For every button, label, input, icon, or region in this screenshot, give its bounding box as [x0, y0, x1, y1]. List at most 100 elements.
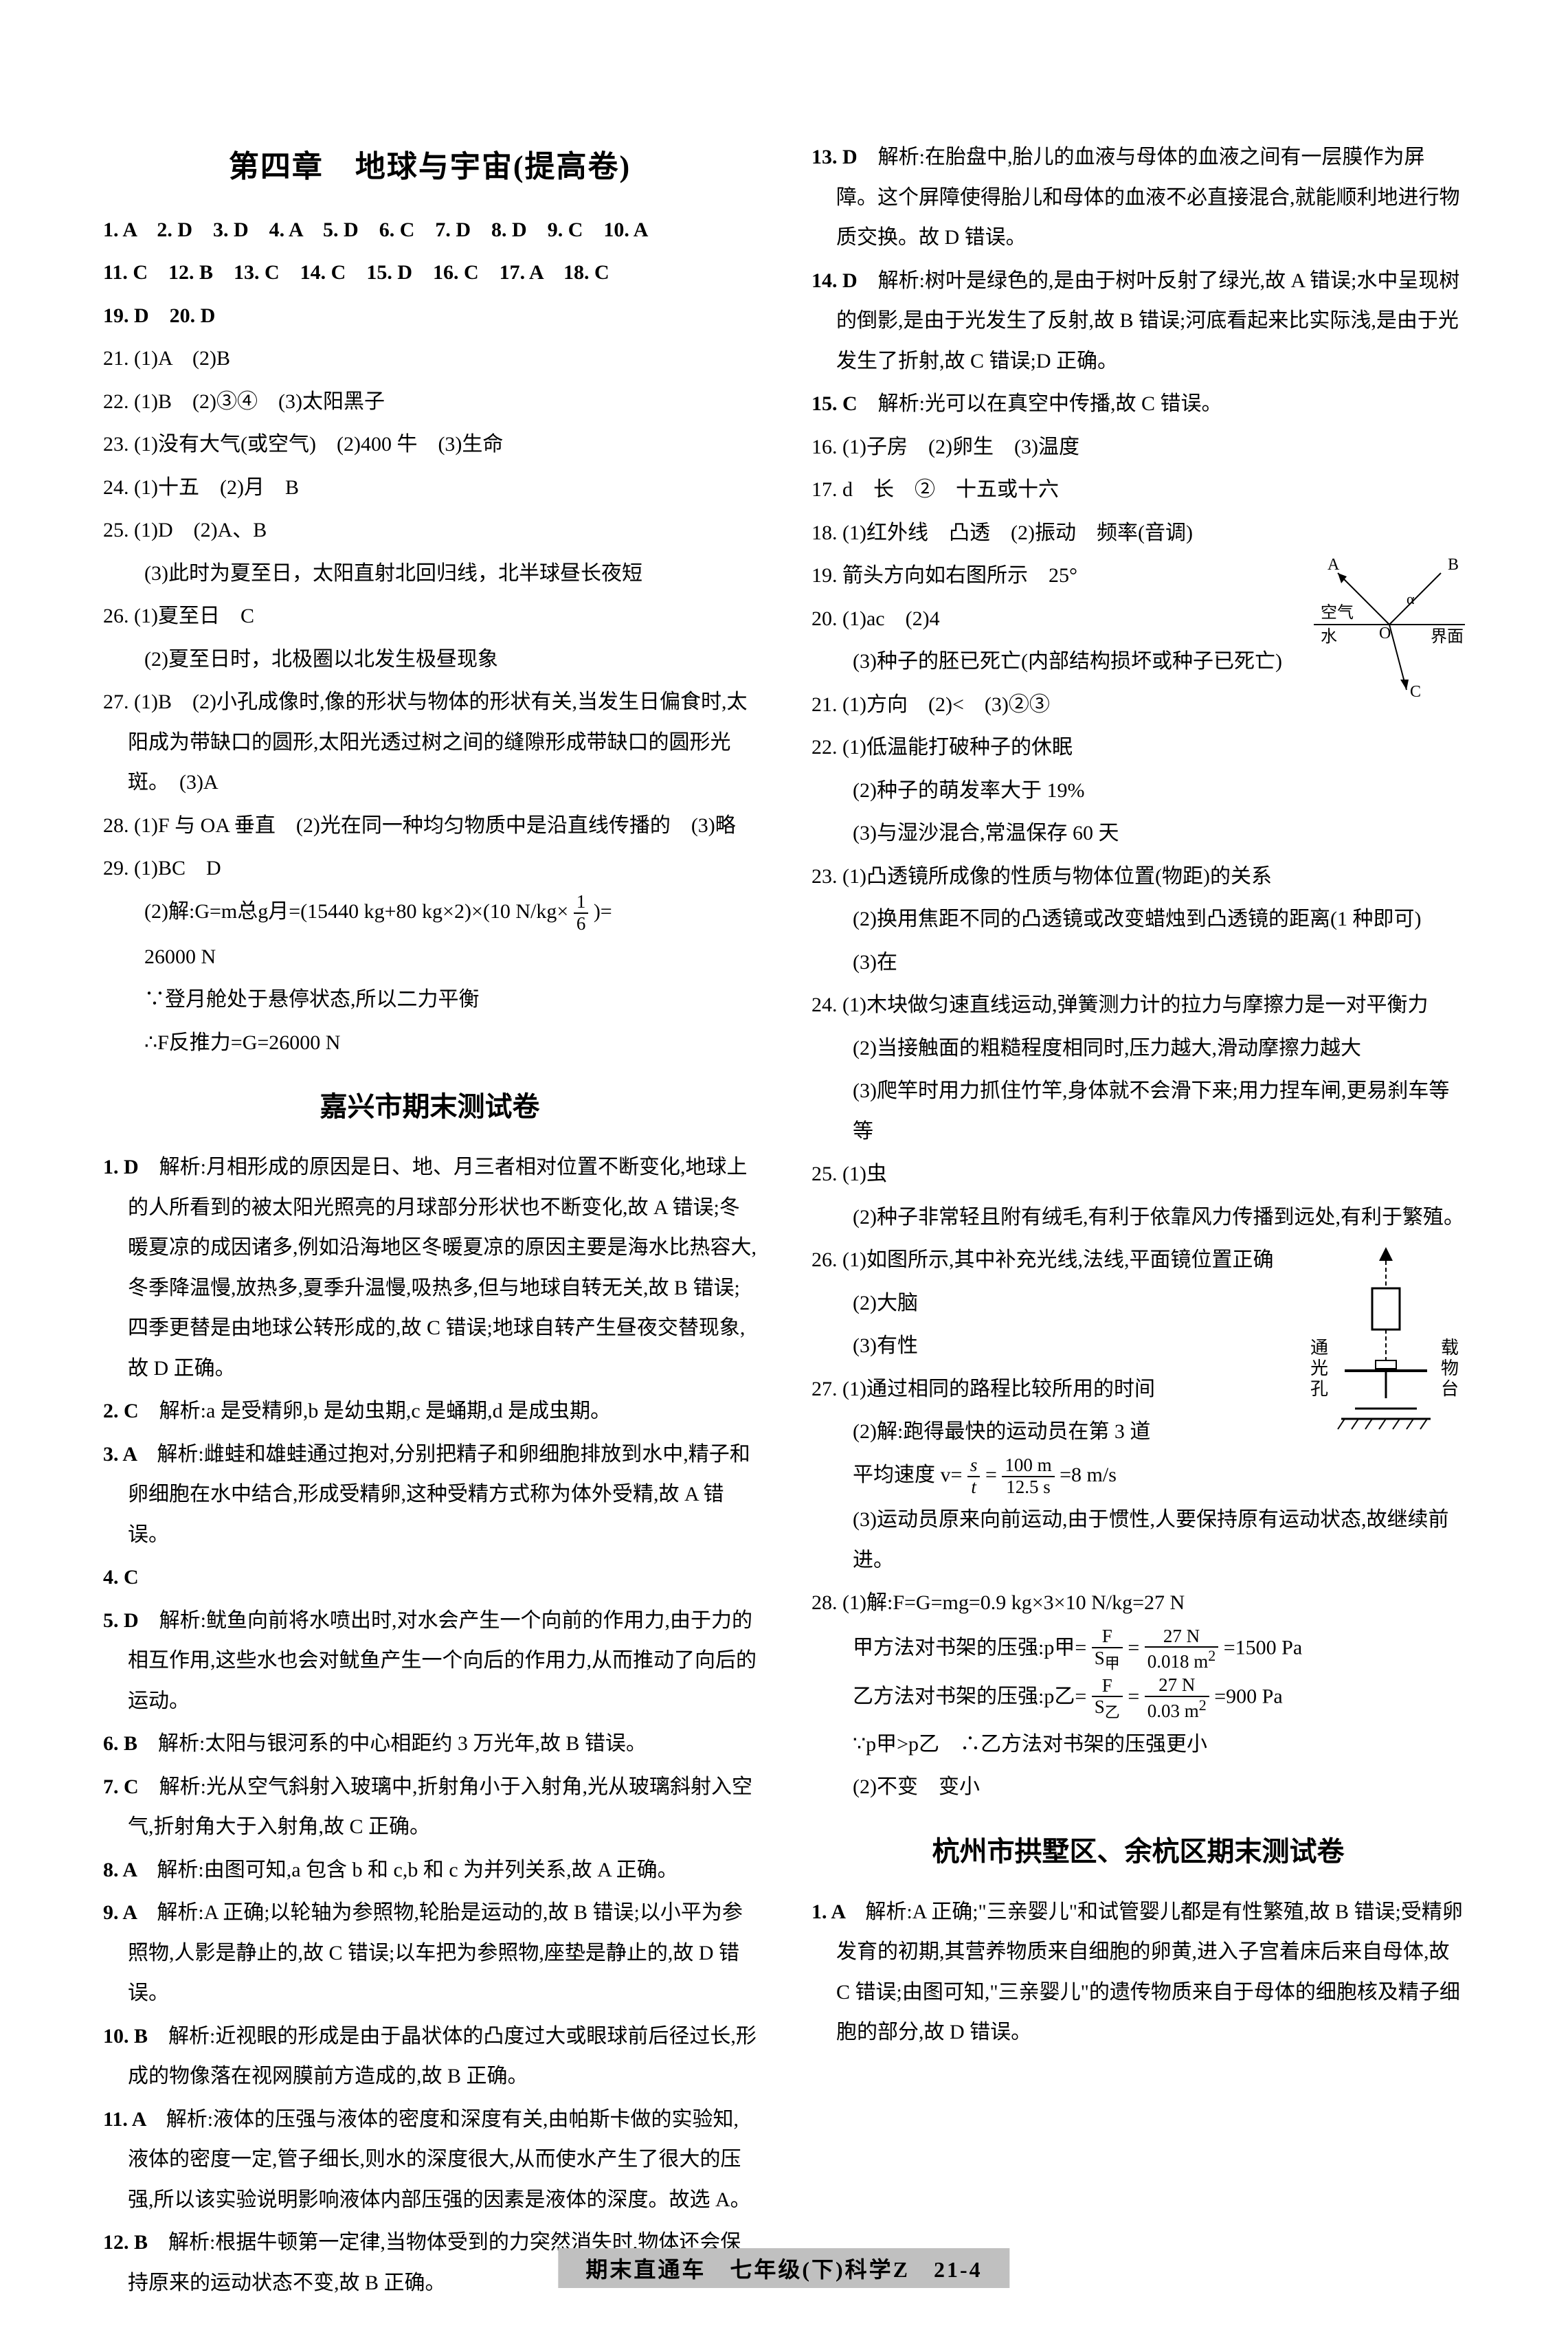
label-zai: 载 — [1441, 1338, 1459, 1358]
explanation-item: 13. D 解析:在胎盘中,胎儿的血液与母体的血液之间有一层膜作为屏障。这个屏障… — [811, 137, 1465, 258]
item-number: 3. A — [103, 1443, 157, 1466]
item-number: 4. C — [103, 1566, 159, 1589]
refraction-diagram: A B C O α 空气 水 界面 — [1314, 556, 1465, 715]
speed-pre: 平均速度 v= — [853, 1464, 962, 1486]
answer-line: 22. (1)低温能打破种子的休眠 — [811, 728, 1465, 768]
q28-text: =1500 Pa — [1224, 1636, 1302, 1659]
item-text: 解析:a 是受精卵,b 是幼虫期,c 是蛹期,d 是成虫期。 — [159, 1400, 611, 1422]
answer-line: 21. (1)A (2)B — [103, 339, 757, 379]
item-number: 15. C — [811, 392, 878, 415]
explanation-item: 3. A 解析:雌蛙和雄蛙通过抱对,分别把精子和卵细胞排放到水中,精子和卵细胞在… — [103, 1435, 757, 1556]
q28-text: 乙方法对书架的压强:p乙= — [853, 1685, 1086, 1708]
item-number: 2. C — [103, 1400, 159, 1422]
item-text: 解析:光可以在真空中传播,故 C 错误。 — [878, 392, 1222, 415]
q29-calc: ∴F反推力=G=26000 N — [103, 1023, 757, 1064]
answer-line: (2)种子非常轻且附有绒毛,有利于依靠风力传播到远处,有利于繁殖。 — [811, 1198, 1465, 1238]
explanation-item: 9. A 解析:A 正确;以轮轴为参照物,轮胎是运动的,故 B 错误;以小平为参… — [103, 1893, 757, 2014]
answer-line: (3)在 — [811, 943, 1465, 983]
q28-text: =900 Pa — [1214, 1685, 1282, 1708]
explanation-item: 15. C 解析:光可以在真空中传播,故 C 错误。 — [811, 384, 1465, 425]
answer-line: 25. (1)D (2)A、B — [103, 511, 757, 551]
answer-line: 25. (1)虫 — [811, 1154, 1465, 1195]
optics-setup-diagram: 通 光 孔 载 物 台 — [1307, 1240, 1465, 1475]
item-text: 解析:光从空气斜射入玻璃中,折射角小于入射角,光从玻璃斜射入空气,折射角大于入射… — [128, 1775, 752, 1839]
left-column: 第四章 地球与宇宙(提高卷) 1. A 2. D 3. D 4. A 5. D … — [103, 137, 757, 2306]
q29-calc: (2)解:G=m总g月=(15440 kg+80 kg×2)×(10 N/kg×… — [103, 892, 757, 934]
item-number: 5. D — [103, 1609, 159, 1632]
answer-line: (2)当接触面的粗糙程度相同时,压力越大,滑动摩擦力越大 — [811, 1029, 1465, 1069]
answer-line: 16. (1)子房 (2)卵生 (3)温度 — [811, 427, 1465, 468]
q29-calc: ∵登月舱处于悬停状态,所以二力平衡 — [103, 980, 757, 1020]
fraction-icon: 100 m12.5 s — [1002, 1455, 1054, 1497]
label-kong: 孔 — [1310, 1379, 1328, 1399]
answer-line: (3)此时为夏至日，太阳直射北回归线，北半球昼长夜短 — [103, 554, 757, 594]
label-b: B — [1448, 556, 1459, 574]
item-number: 8. A — [103, 1859, 157, 1881]
answer-line: (3)运动员原来向前运动,由于惯性,人要保持原有运动状态,故继续前进。 — [811, 1500, 1465, 1580]
fraction-icon: 16 — [574, 892, 589, 934]
label-surface: 界面 — [1431, 628, 1464, 646]
explanation-item: 5. D 解析:鱿鱼向前将水喷出时,对水会产生一个向前的作用力,由于力的相互作用… — [103, 1601, 757, 1722]
jiaxing-title: 嘉兴市期末测试卷 — [103, 1080, 757, 1134]
calc-text: (2)解:G=m总g月=(15440 kg+80 kg×2)×(10 N/kg× — [144, 900, 568, 923]
item-text: 解析:雌蛙和雄蛙通过抱对,分别把精子和卵细胞排放到水中,精子和卵细胞在水中结合,… — [128, 1443, 750, 1546]
item-text: 解析:A 正确;以轮轴为参照物,轮胎是运动的,故 B 错误;以小平为参照物,人影… — [128, 1901, 743, 2004]
label-c: C — [1410, 683, 1421, 700]
answer-line: 24. (1)木块做匀速直线运动,弹簧测力计的拉力与摩擦力是一对平衡力 — [811, 985, 1465, 1026]
label-alpha: α — [1407, 590, 1415, 607]
answer-line: 11. C 12. B 13. C 14. C 15. D 16. C 17. … — [103, 253, 757, 293]
right-column: 13. D 解析:在胎盘中,胎儿的血液与母体的血液之间有一层膜作为屏障。这个屏障… — [811, 137, 1465, 2306]
item-text: 解析:A 正确;"三亲婴儿"和试管婴儿都是有性繁殖,故 B 错误;受精卵发育的初… — [836, 1901, 1463, 2044]
label-water: 水 — [1321, 627, 1337, 646]
item-text: 解析:由图可知,a 包含 b 和 c,b 和 c 为并列关系,故 A 正确。 — [157, 1859, 677, 1881]
speed-val: =8 m/s — [1060, 1464, 1117, 1486]
label-a: A — [1328, 556, 1340, 574]
answer-line: 23. (1)凸透镜所成像的性质与物体位置(物距)的关系 — [811, 857, 1465, 897]
answer-line: (2)夏至日时，北极圈以北发生极昼现象 — [103, 640, 757, 680]
fraction-icon: 27 N0.03 m2 — [1145, 1675, 1209, 1721]
item-number: 7. C — [103, 1775, 159, 1798]
answer-line: (3)与湿沙混合,常温保存 60 天 — [811, 814, 1465, 854]
q28-line: 28. (1)解:F=G=mg=0.9 kg×3×10 N/kg=27 N — [811, 1583, 1465, 1624]
q28-line: (2)不变 变小 — [811, 1767, 1465, 1808]
item-number: 13. D — [811, 146, 878, 168]
label-air: 空气 — [1321, 603, 1354, 622]
answer-line: 1. A 2. D 3. D 4. A 5. D 6. C 7. D 8. D … — [103, 210, 757, 251]
answer-line: 24. (1)十五 (2)月 B — [103, 468, 757, 508]
answer-line: 19. D 20. D — [103, 296, 757, 337]
item-number: 1. D — [103, 1156, 159, 1178]
calc-text: )= — [594, 900, 612, 923]
explanation-item: 1. D 解析:月相形成的原因是日、地、月三者相对位置不断变化,地球上的人所看到… — [103, 1147, 757, 1389]
answer-line: 28. (1)F 与 OA 垂直 (2)光在同一种均匀物质中是沿直线传播的 (3… — [103, 806, 757, 847]
item-number: 9. A — [103, 1901, 157, 1924]
item-text: 解析:液体的压强与液体的密度和深度有关,由帕斯卡做的实验知,液体的密度一定,管子… — [128, 2108, 751, 2211]
answer-line: 17. d 长 ② 十五或十六 — [811, 470, 1465, 511]
explanation-item: 14. D 解析:树叶是绿色的,是由于树叶反射了绿光,故 A 错误;水中呈现树的… — [811, 261, 1465, 382]
explanation-item: 4. C — [103, 1558, 757, 1598]
item-number: 11. A — [103, 2108, 166, 2131]
fraction-icon: st — [967, 1455, 981, 1497]
item-number: 10. B — [103, 2025, 168, 2048]
answer-line: 26. (1)夏至日 C — [103, 596, 757, 637]
item-text: 解析:近视眼的形成是由于晶状体的凸度过大或眼球前后径过长,形成的物像落在视网膜前… — [128, 2025, 757, 2088]
answer-line: (2)换用焦距不同的凸透镜或改变蜡烛到凸透镜的距离(1 种即可) — [811, 899, 1465, 940]
item-text: 解析:月相形成的原因是日、地、月三者相对位置不断变化,地球上的人所看到的被太阳光… — [128, 1156, 757, 1380]
item-text: 解析:鱿鱼向前将水喷出时,对水会产生一个向前的作用力,由于力的相互作用,这些水也… — [128, 1609, 757, 1712]
answer-line: 23. (1)没有大气(或空气) (2)400 牛 (3)生命 — [103, 425, 757, 465]
explanation-item: 11. A 解析:液体的压强与液体的密度和深度有关,由帕斯卡做的实验知,液体的密… — [103, 2100, 757, 2221]
item-number: 14. D — [811, 269, 878, 292]
explanation-item: 2. C 解析:a 是受精卵,b 是幼虫期,c 是蛹期,d 是成虫期。 — [103, 1391, 757, 1432]
q28-line: 甲方法对书架的压强:p甲= FS甲 = 27 N0.018 m2 =1500 P… — [811, 1626, 1465, 1672]
q28-line: ∵p甲>p乙 ∴乙方法对书架的压强更小 — [811, 1725, 1465, 1765]
explanation-item: 1. A 解析:A 正确;"三亲婴儿"和试管婴儿都是有性繁殖,故 B 错误;受精… — [811, 1892, 1465, 2053]
label-tong: 通 — [1310, 1338, 1328, 1358]
item-text: 解析:树叶是绿色的,是由于树叶反射了绿光,故 A 错误;水中呈现树的倒影,是由于… — [836, 269, 1459, 372]
label-o: O — [1379, 625, 1391, 642]
page-footer: 期末直通车 七年级(下)科学Z 21-4 — [558, 2248, 1009, 2288]
item-text: 解析:太阳与银河系的中心相距约 3 万光年,故 B 错误。 — [158, 1732, 647, 1755]
item-number: 6. B — [103, 1732, 158, 1755]
explanation-item: 10. B 解析:近视眼的形成是由于晶状体的凸度过大或眼球前后径过长,形成的物像… — [103, 2017, 757, 2097]
answer-line: 18. (1)红外线 凸透 (2)振动 频率(音调) — [811, 513, 1465, 554]
chapter-title: 第四章 地球与宇宙(提高卷) — [103, 137, 757, 197]
q28-text: 甲方法对书架的压强:p甲= — [853, 1636, 1086, 1659]
